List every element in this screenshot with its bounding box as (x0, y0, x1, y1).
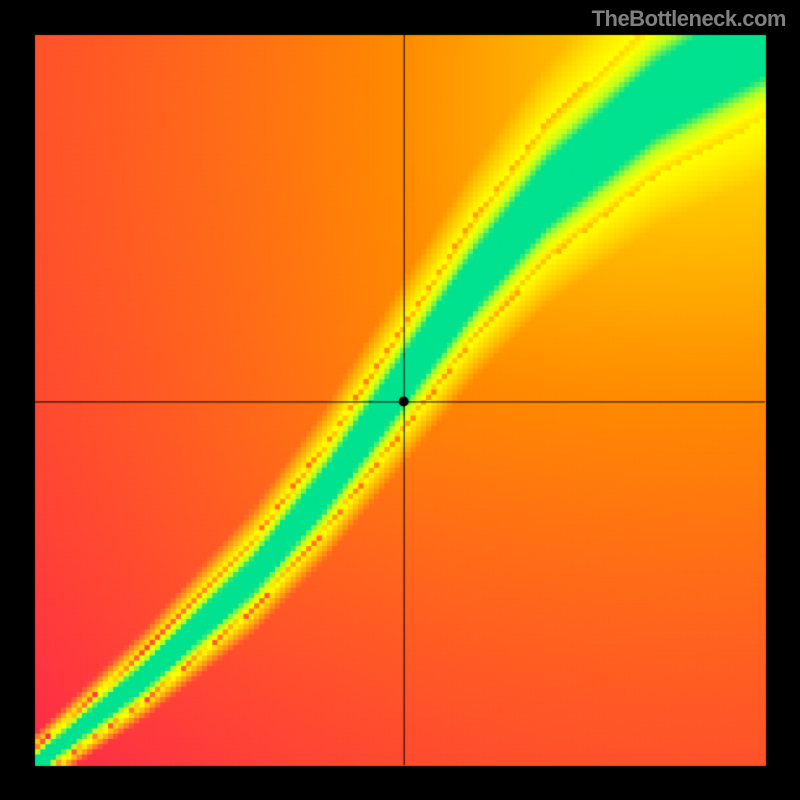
chart-container: TheBottleneck.com (0, 0, 800, 800)
heatmap-canvas (0, 0, 800, 800)
watermark-text: TheBottleneck.com (592, 6, 786, 32)
